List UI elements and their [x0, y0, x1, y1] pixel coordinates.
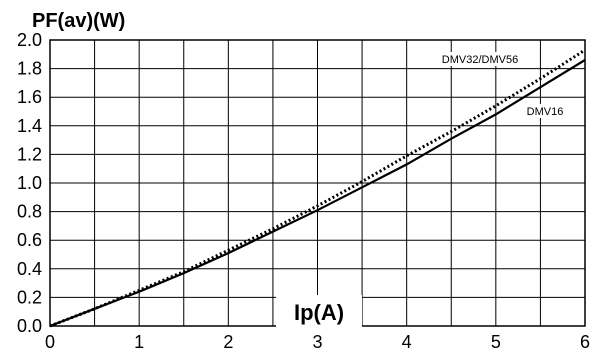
x-axis-label: Ip(A) — [294, 300, 344, 325]
y-tick-label: 1.6 — [17, 87, 42, 107]
y-tick-label: 2.0 — [17, 30, 42, 50]
series-lines — [49, 48, 586, 328]
x-tick-label: 6 — [580, 332, 590, 352]
y-tick-label: 0.0 — [17, 316, 42, 336]
y-tick-label: 1.2 — [17, 144, 42, 164]
series-label-1: DMV32/DMV56 — [442, 54, 518, 66]
x-tick-label: 2 — [223, 332, 233, 352]
series-line-2 — [49, 59, 586, 328]
series-label-bg — [428, 52, 532, 66]
x-tick-label: 5 — [491, 332, 501, 352]
tick-labels: 0.0 0.2 0.4 0.6 0.8 1.0 1.2 1.4 1.6 1.8 2.0 0 1 2 3 4 5 6 — [17, 30, 590, 352]
x-tick-label: 3 — [312, 332, 322, 352]
y-axis-label: PF(av)(W) — [32, 10, 125, 32]
series-label-bg — [519, 104, 571, 118]
x-tick-label: 0 — [45, 332, 55, 352]
y-tick-label: 1.4 — [17, 116, 42, 136]
y-tick-label: 1.8 — [17, 59, 42, 79]
x-axis-label-box: Ip(A) — [276, 295, 362, 327]
y-tick-label: 0.4 — [17, 259, 42, 279]
y-tick-label: 0.2 — [17, 287, 42, 307]
x-tick-label: 1 — [134, 332, 144, 352]
series-label-2: DMV16 — [527, 106, 564, 118]
y-tick-label: 0.8 — [17, 202, 42, 222]
y-tick-label: 1.0 — [17, 173, 42, 193]
series-line-1 — [49, 48, 586, 328]
x-tick-label: 4 — [402, 332, 412, 352]
grid — [49, 39, 586, 327]
series-labels: DMV32/DMV56 DMV16 — [428, 52, 571, 118]
y-tick-label: 0.6 — [17, 230, 42, 250]
